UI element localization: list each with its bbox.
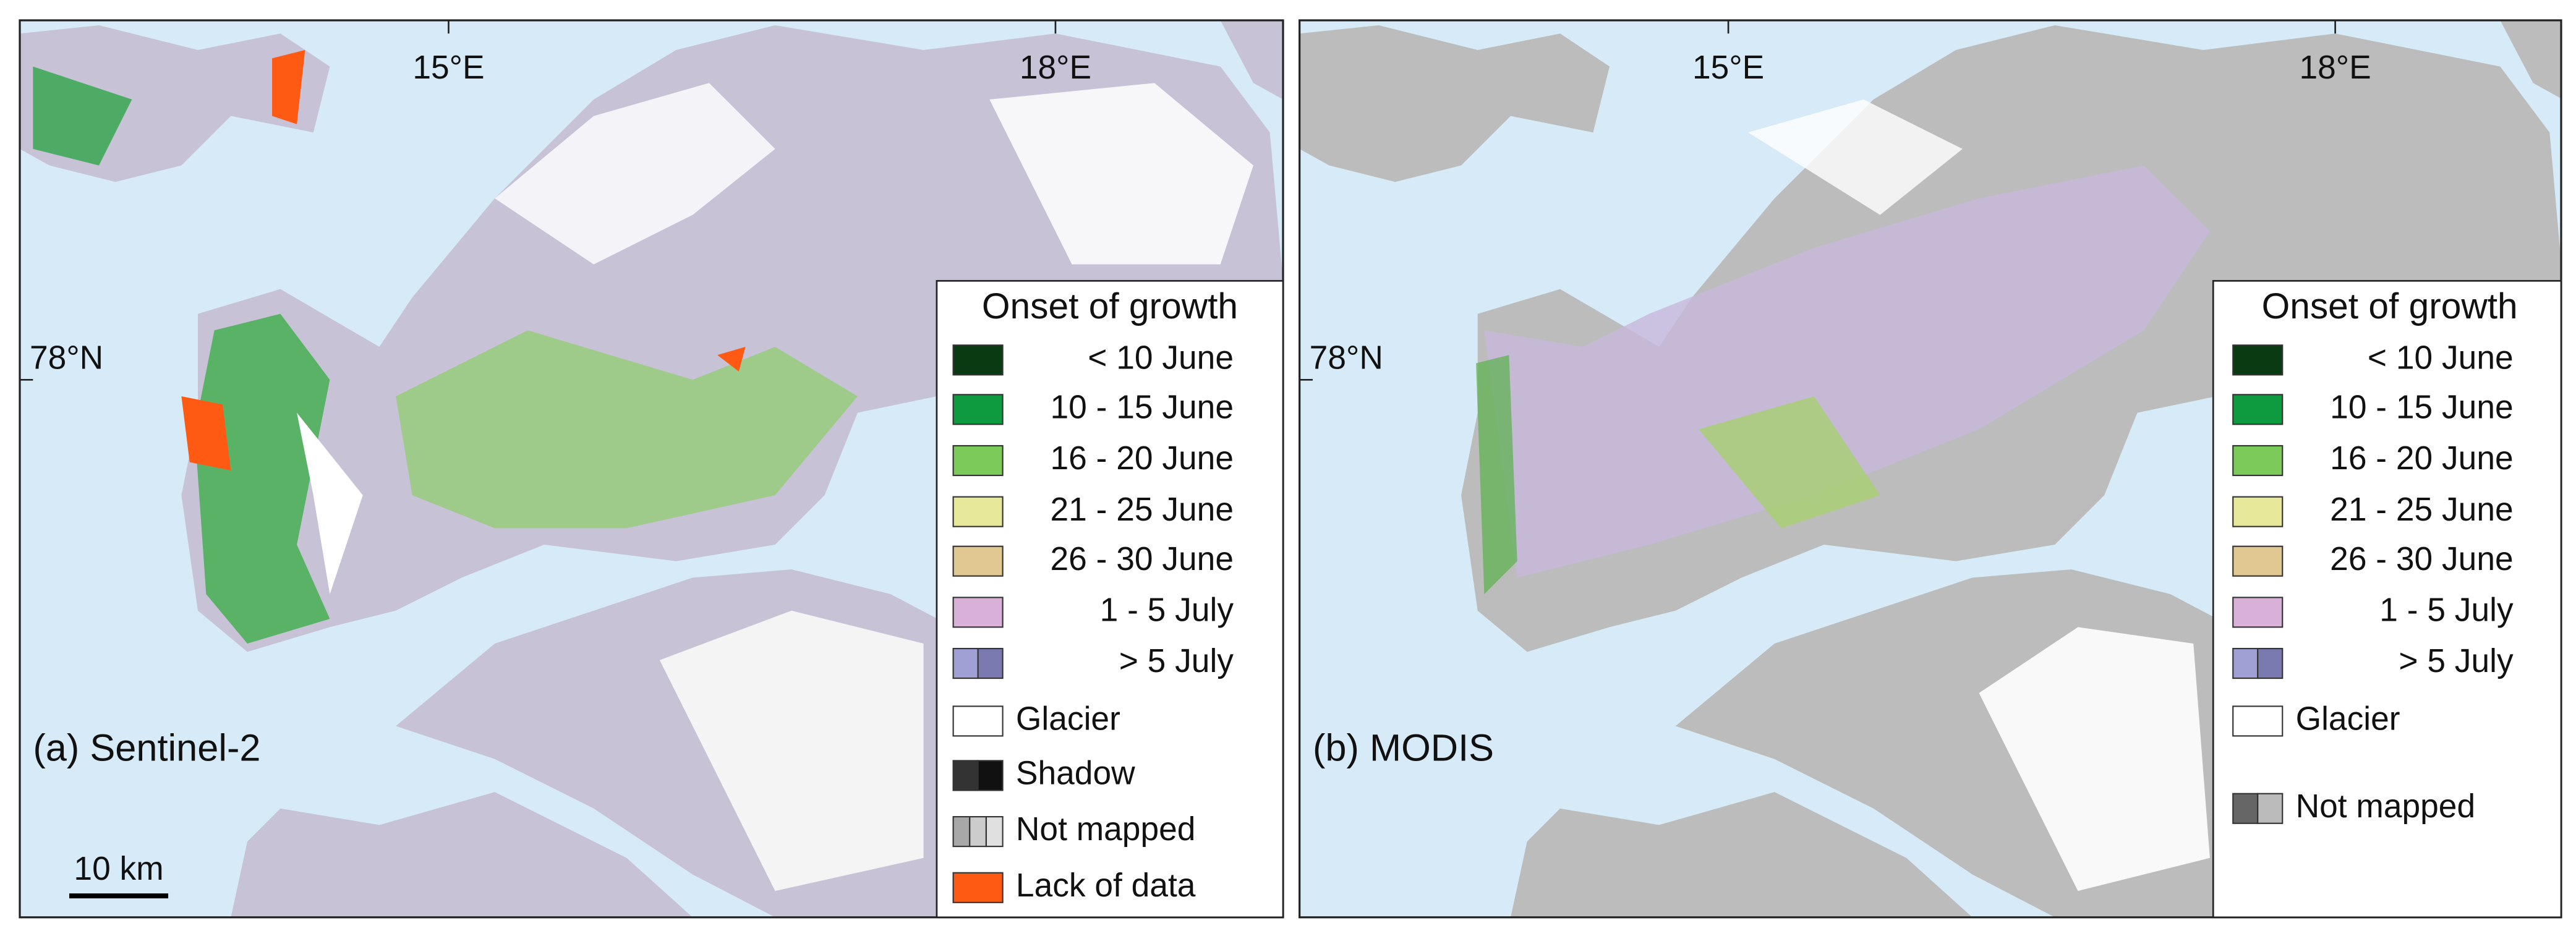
legend-swatch <box>952 445 1004 477</box>
panel-label: (b) MODIS <box>1313 726 1494 769</box>
legend-swatch <box>952 760 979 791</box>
legend-swatch <box>952 647 979 679</box>
legend-label: Not mapped <box>1016 811 1196 848</box>
legend-label: 16 - 20 June <box>1051 440 1234 477</box>
legend-title: Onset of growth <box>2262 286 2518 326</box>
legend-swatch <box>952 496 1004 527</box>
legend-label: 16 - 20 June <box>2330 440 2513 477</box>
legend-label: > 5 July <box>1119 643 1234 679</box>
legend-swatch <box>952 545 1004 577</box>
legend-swatch <box>969 816 987 848</box>
legend-label: 21 - 25 June <box>1051 491 1234 528</box>
legend-label: < 10 June <box>2368 339 2514 376</box>
legend-label: Not mapped <box>2296 788 2476 825</box>
legend-swatch <box>2232 705 2284 737</box>
legend-label: 21 - 25 June <box>2330 491 2513 528</box>
legend-label: < 10 June <box>1088 339 1234 376</box>
legend-swatch <box>952 344 1004 376</box>
legend-swatch <box>2232 344 2284 376</box>
legend-swatch <box>2257 647 2284 679</box>
legend-label: 1 - 5 July <box>1100 592 1234 628</box>
lon-label: 15°E <box>1692 49 1764 86</box>
legend-label: 26 - 30 June <box>2330 541 2513 577</box>
legend-label: Lack of data <box>1016 867 1196 904</box>
legend-label: Shadow <box>1016 755 1135 792</box>
legend-swatch <box>2232 647 2259 679</box>
lon-label: 15°E <box>412 49 484 86</box>
panel-label: (a) Sentinel-2 <box>33 726 260 769</box>
legend-title: Onset of growth <box>982 286 1238 326</box>
legend-swatch <box>977 647 1004 679</box>
legend-swatch <box>977 760 1004 791</box>
legend-swatch <box>2232 445 2284 477</box>
legend-swatch <box>2232 394 2284 425</box>
legend-swatch <box>2257 793 2284 824</box>
lon-label: 18°E <box>1020 49 1091 86</box>
legend-label: 10 - 15 June <box>1051 389 1234 425</box>
legend-swatch <box>2232 545 2284 577</box>
legend-swatch <box>2232 597 2284 628</box>
legend-label: Glacier <box>1016 700 1120 737</box>
scale-bar-label: 10 km <box>74 851 163 887</box>
legend-swatch <box>985 816 1004 848</box>
legend-swatch <box>2232 496 2284 527</box>
legend-swatch <box>952 816 971 848</box>
legend-swatch <box>952 872 1004 903</box>
legend-swatch <box>952 597 1004 628</box>
legend-label: 26 - 30 June <box>1051 541 1234 577</box>
legend-box-a <box>936 279 1284 919</box>
legend-label: > 5 July <box>2399 643 2514 679</box>
lat-label: 78°N <box>1310 339 1383 376</box>
legend-swatch <box>952 394 1004 425</box>
legend-label: Glacier <box>2296 700 2400 737</box>
legend-swatch <box>2232 793 2259 824</box>
legend-label: 1 - 5 July <box>2379 592 2514 628</box>
legend-swatch <box>952 705 1004 737</box>
lat-label: 78°N <box>30 339 103 376</box>
legend-label: 10 - 15 June <box>2330 389 2513 425</box>
lon-label: 18°E <box>2299 49 2371 86</box>
